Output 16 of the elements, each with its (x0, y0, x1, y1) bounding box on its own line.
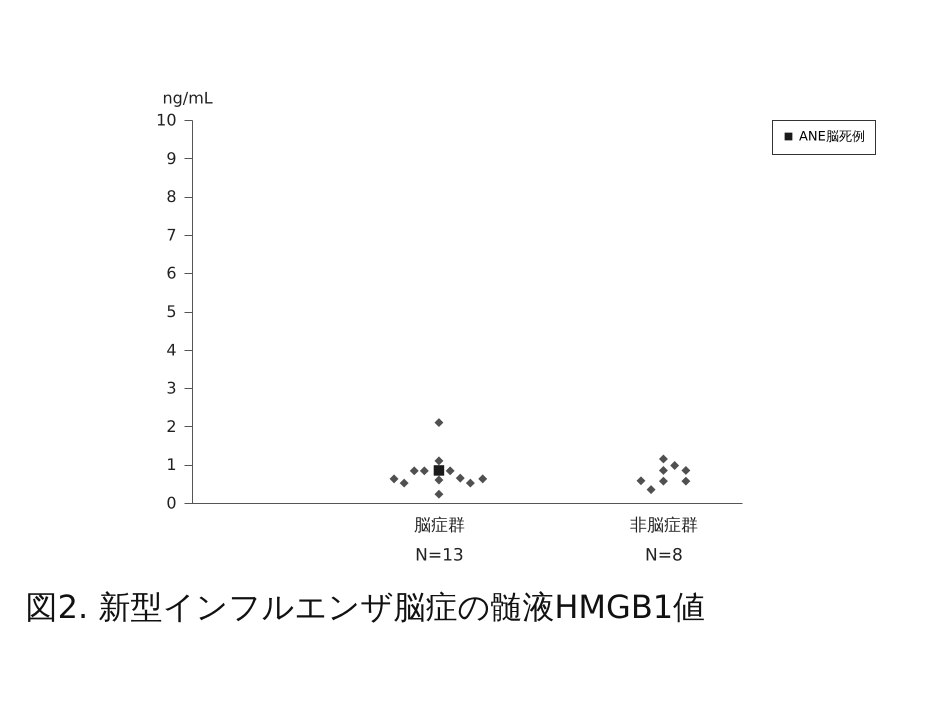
y-tick-label: 2 (166, 416, 176, 436)
y-axis-title: ng/mL (162, 88, 213, 108)
x-tick-label: 非脳症群 N=8 (630, 516, 698, 566)
y-tick-label: 4 (166, 340, 176, 360)
legend-label: ANE脳死例 (799, 130, 865, 144)
text: 図2. 新型インフルエンザ脳症の髄液HMGB1値 (26, 588, 706, 626)
y-tick-label: 3 (166, 378, 176, 398)
y-tick-label: 6 (166, 264, 176, 283)
y-tick-label: 10 (156, 110, 176, 130)
y-tick-label: 8 (166, 187, 176, 206)
x-tick-label: 脳症群 N=13 (414, 516, 465, 566)
y-tick-label: 5 (166, 302, 176, 321)
y-tick-label: 7 (166, 225, 176, 244)
y-tick-label: 1 (166, 455, 176, 474)
y-tick-label: 0 (166, 494, 176, 512)
y-tick-label: 9 (166, 148, 176, 168)
